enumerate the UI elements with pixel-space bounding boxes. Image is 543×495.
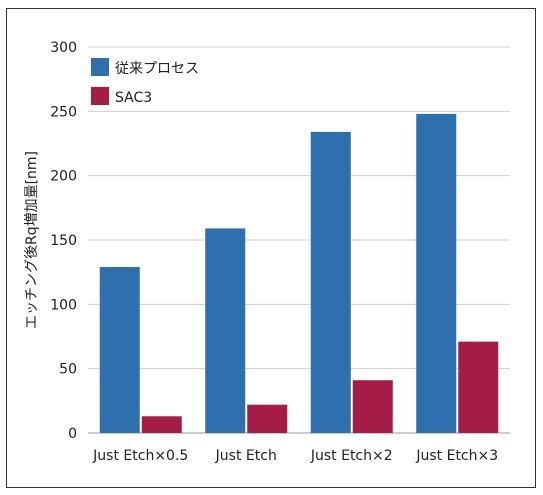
bar bbox=[205, 228, 246, 433]
legend: 従来プロセス SAC3 bbox=[91, 58, 199, 106]
bar bbox=[458, 341, 499, 433]
bar bbox=[141, 416, 182, 433]
y-tick-label: 100 bbox=[50, 297, 77, 313]
y-tick-label: 0 bbox=[68, 426, 77, 442]
y-tick-label: 200 bbox=[50, 169, 77, 185]
bar bbox=[310, 131, 351, 434]
y-tick-label: 50 bbox=[59, 362, 77, 378]
y-tick-labels: 0 50 100 150 200 250 300 bbox=[50, 40, 77, 442]
y-axis-label: エッチング後Rq増加量[nm] bbox=[24, 151, 40, 329]
bar bbox=[247, 404, 288, 433]
x-tick-label: Just Etch bbox=[215, 448, 277, 464]
x-tick-label: Just Etch×2 bbox=[310, 448, 393, 464]
bars bbox=[99, 113, 499, 434]
bar bbox=[99, 267, 140, 433]
x-tick-label: Just Etch×0.5 bbox=[92, 448, 188, 464]
x-tick-labels: Just Etch×0.5 Just Etch Just Etch×2 Just Et… bbox=[92, 448, 498, 464]
y-tick-label: 150 bbox=[50, 233, 77, 249]
legend-label: SAC3 bbox=[115, 90, 152, 106]
y-tick-label: 300 bbox=[50, 40, 77, 56]
y-tick-label: 250 bbox=[50, 104, 77, 120]
legend-label: 従来プロセス bbox=[115, 61, 199, 77]
bar bbox=[416, 113, 457, 433]
x-tick-label: Just Etch×3 bbox=[415, 448, 498, 464]
bar bbox=[352, 380, 393, 433]
legend-swatch bbox=[91, 58, 109, 76]
legend-swatch bbox=[91, 87, 109, 105]
